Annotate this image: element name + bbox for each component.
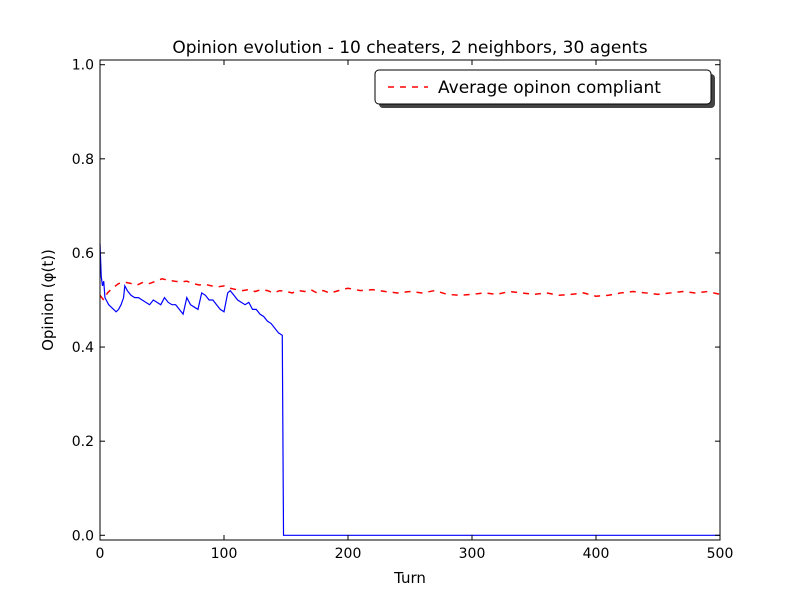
x-tick-label: 100 [211,546,238,562]
x-axis-title: Turn [393,569,426,587]
legend-label: Average opinon compliant [438,78,661,98]
x-tick-label: 300 [459,546,486,562]
series-line-cheaters [99,243,720,536]
y-tick-label: 0.8 [72,152,94,168]
y-tick-label: 1.0 [72,58,94,74]
y-tick-label: 0.4 [72,340,94,356]
plot-frame [99,59,721,541]
y-tick-label: 0.2 [72,434,94,450]
legend-box [374,69,712,105]
y-axis-title: Opinion (φ(t)) [39,249,57,351]
x-tick-label: 0 [96,546,105,562]
chart-title: Opinion evolution - 10 cheaters, 2 neigh… [172,38,647,58]
series-layer [99,243,721,536]
series-line-average-compliant [99,278,721,302]
axis-ticks: 0 100 200 300 400 500 0.0 0.2 0.4 0.6 0.8 1.0 [72,58,734,562]
x-tick-label: 500 [707,546,734,562]
x-tick-label: 200 [335,546,362,562]
y-tick-label: 0.0 [72,528,94,544]
y-tick-label: 0.6 [72,246,94,262]
x-tick-label: 400 [583,546,610,562]
legend: Average opinon compliant [374,69,715,108]
